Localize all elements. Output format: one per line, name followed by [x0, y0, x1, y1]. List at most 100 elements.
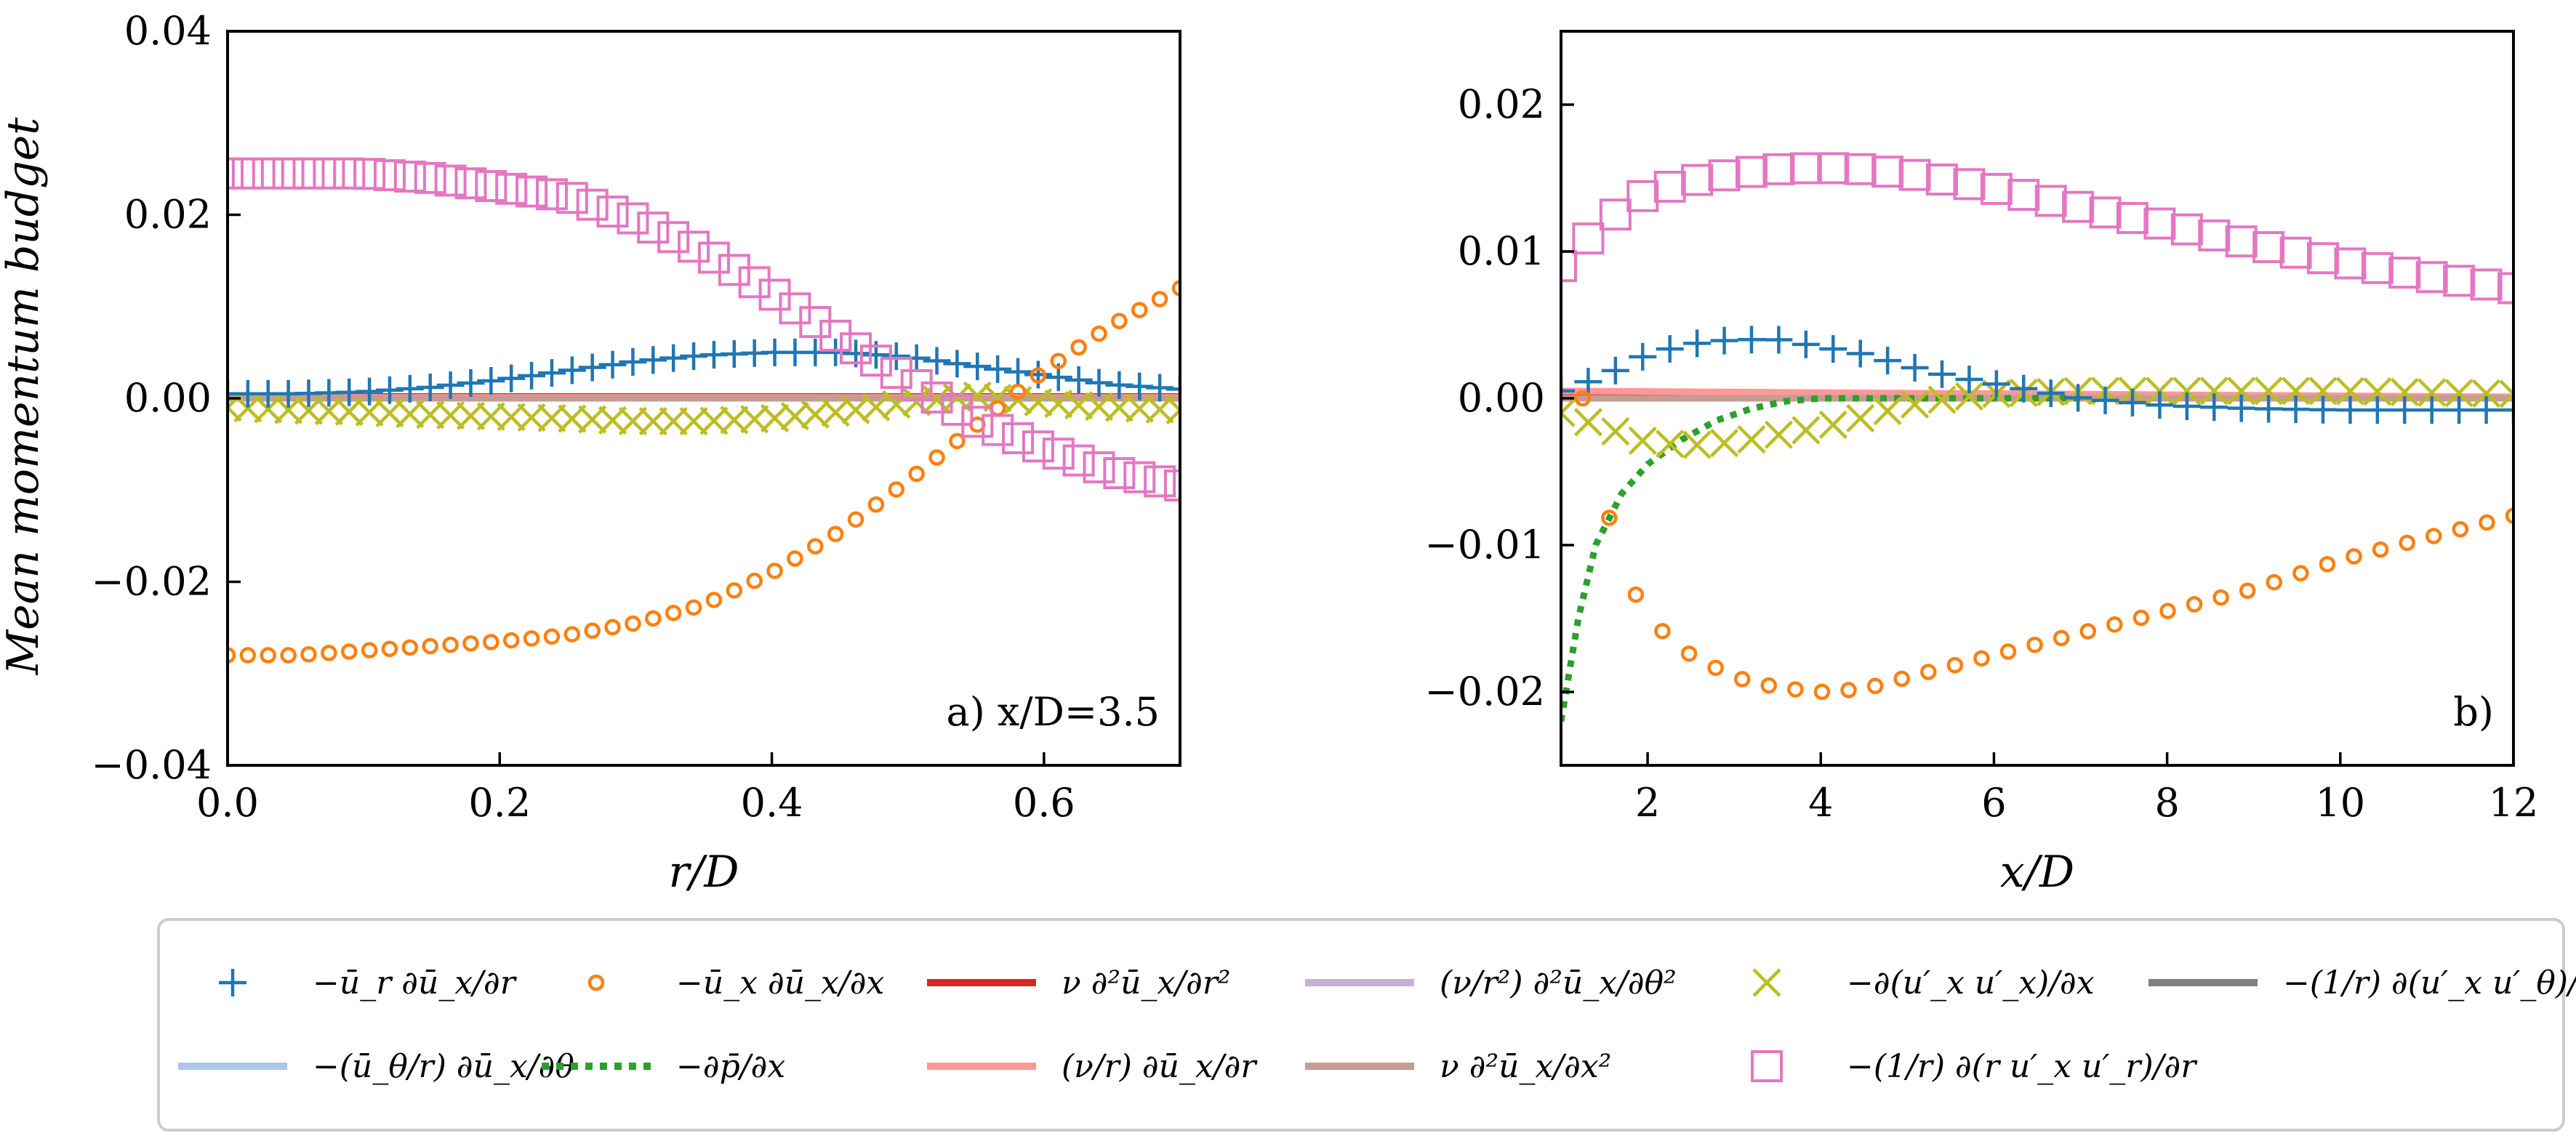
legend-label-6: −(ū_θ/r) ∂ū_x/∂θ	[313, 1048, 574, 1085]
series-1-olive-marker-9	[1791, 416, 1821, 445]
series-1-orange-marker-9	[1813, 683, 1831, 701]
series-1-magenta-marker-17	[2007, 179, 2040, 212]
series-0-blue-marker-14	[497, 364, 526, 392]
legend-entry-2: ν ∂²ū_x/∂r²	[927, 964, 1231, 1002]
series-1-olive-marker-34	[2471, 379, 2501, 408]
series-1-blue-marker-11	[1846, 339, 1874, 368]
series-0-magenta-marker-20	[617, 202, 649, 235]
series-0-blue-marker-12	[457, 369, 485, 398]
series-1-magenta-marker-29	[2334, 247, 2367, 280]
series-0-magenta-marker-12	[454, 167, 487, 200]
series-0-orange-marker-20	[625, 615, 641, 632]
series-0-blue-marker-35	[923, 347, 951, 375]
series-0-magenta-marker-9	[393, 160, 426, 193]
series-0-magenta-marker-25	[718, 254, 750, 286]
legend-entry-9: ν ∂²ū_x/∂x²	[1305, 1048, 1611, 1085]
series-0-orange-marker-23	[685, 599, 702, 616]
series-0-orange-marker-14	[502, 632, 520, 649]
series-1-blue-marker-4	[1656, 335, 1684, 363]
series-1-magenta-markers	[1561, 152, 2513, 305]
series-1-olive-marker-14	[1927, 385, 1957, 414]
series-1-blue-marker-7	[1738, 326, 1765, 354]
series-0-magenta-marker-45	[1123, 461, 1156, 494]
series-1-magenta-marker-18	[2034, 185, 2067, 217]
series-0-orange-marker-31	[847, 511, 864, 528]
series-1-blue-marker-18	[2037, 379, 2065, 408]
series-0-olive-marker-20	[618, 406, 648, 435]
series-0-blue-marker-43	[1085, 368, 1113, 397]
series-0-magenta-marker-14	[495, 172, 528, 205]
legend-frame	[157, 918, 2565, 1132]
series-1-blue-marker-1	[1574, 368, 1602, 396]
legend-entry-5: −(1/r) ∂(u′_x u′_θ)/∂θ	[2148, 964, 2576, 1002]
series-1-orange-marker-12	[1893, 670, 1910, 688]
series-1-magenta-marker-28	[2307, 242, 2339, 275]
series-0-magenta-marker-24	[697, 241, 730, 274]
series-0-orange-marker-28	[787, 550, 803, 567]
y-tick-label-0-1: −0.02	[92, 559, 212, 605]
series-1-magenta-marker-13	[1898, 158, 1931, 191]
panel-a: 0.0 0.2 0.4 0.6 −0.04 −0.02 0.00 0.02 0.04 a) x/…	[92, 8, 1181, 898]
series-1-magenta-marker-14	[1926, 164, 1958, 196]
series-1-olive-marker-12	[1873, 396, 1902, 426]
series-0-orange-marker-44	[1111, 313, 1128, 329]
series-0-magenta-marker-35	[920, 381, 953, 414]
series-0-magenta-marker-21	[637, 212, 670, 244]
series-1-orange-marker-14	[1946, 656, 1964, 674]
legend-label-8: (ν/r) ∂ū_x/∂r	[1062, 1048, 1258, 1085]
series-1-olive-marker-25	[2227, 376, 2256, 406]
series-0-orange-marker-21	[645, 610, 662, 627]
series-1-blue-marker-28	[2309, 395, 2337, 424]
plot-area-b	[1561, 152, 2513, 722]
series-1-orange-marker-31	[2399, 534, 2415, 552]
series-1-magenta-marker-22	[2143, 207, 2176, 240]
series-1-blue-marker-27	[2282, 395, 2310, 424]
series-0-orange-marker-13	[483, 634, 499, 650]
series-0-blue-marker-47	[1166, 375, 1180, 403]
series-0-blue-marker-17	[558, 356, 586, 384]
legend-label-5: −(1/r) ∂(u′_x u′_θ)/∂θ	[2283, 964, 2576, 1002]
series-0-magenta-marker-0	[228, 157, 244, 190]
series-0-magenta-marker-6	[333, 157, 366, 190]
series-1-olive-marker-30	[2363, 377, 2392, 406]
series-0-orange-marker-40	[1030, 367, 1047, 384]
series-0-blue-marker-21	[639, 346, 667, 374]
series-1-blue-marker-19	[2064, 384, 2093, 412]
series-1-blue-marker-24	[2200, 393, 2228, 422]
legend-label-4: −∂(u′_x u′_x)/∂x	[1847, 964, 2095, 1002]
y-tick-label-1-4: 0.02	[1458, 81, 1545, 127]
series-1-magenta-marker-9	[1789, 152, 1822, 185]
series-1-blue-marker-3	[1629, 342, 1657, 371]
series-0-magenta-marker-44	[1103, 457, 1136, 490]
series-1-blue-marker-15	[1955, 366, 1983, 394]
series-0-magenta-marker-18	[576, 188, 609, 221]
legend-label-1: −ū_x ∂ū_x/∂x	[676, 964, 884, 1002]
series-1-olive-marker-26	[2254, 376, 2283, 406]
series-1-blue-marker-35	[2500, 396, 2513, 424]
series-1-olive-marker-24	[2199, 376, 2228, 406]
series-1-magenta-marker-16	[1980, 172, 2013, 205]
series-1-blue-marker-21	[2119, 389, 2146, 417]
series-0-magenta-marker-1	[231, 157, 264, 190]
series-0-orange-marker-43	[1091, 325, 1107, 342]
y-tick-label-1-2: 0.00	[1458, 375, 1545, 421]
series-0-magenta-marker-3	[272, 157, 305, 190]
series-1-magenta-marker-0	[1561, 250, 1577, 283]
series-1-orange-marker-25	[2239, 582, 2256, 600]
series-0-magenta-marker-36	[941, 393, 974, 426]
series-0-magenta-marker-7	[353, 158, 386, 190]
series-0-blue-marker-16	[537, 359, 566, 387]
series-1-blue-marker-26	[2255, 395, 2283, 423]
series-1-orange-marker-1	[1601, 509, 1618, 526]
series-1-magenta-marker-3	[1626, 180, 1659, 212]
series-1-magenta-marker-5	[1681, 164, 1714, 196]
legend-label-10: −(1/r) ∂(r u′_x u′_r)/∂r	[1847, 1048, 2198, 1085]
series-1-orange-marker-4	[1680, 645, 1698, 662]
series-0-magenta-marker-13	[475, 170, 507, 203]
legend-label-3: (ν/r²) ∂²ū_x/∂θ²	[1440, 964, 1677, 1002]
series-1-blue-marker-17	[2010, 374, 2038, 403]
series-1-magenta-marker-4	[1653, 170, 1686, 203]
series-1-magenta-marker-35	[2497, 272, 2513, 305]
series-1-olive-marker-22	[2145, 376, 2175, 406]
